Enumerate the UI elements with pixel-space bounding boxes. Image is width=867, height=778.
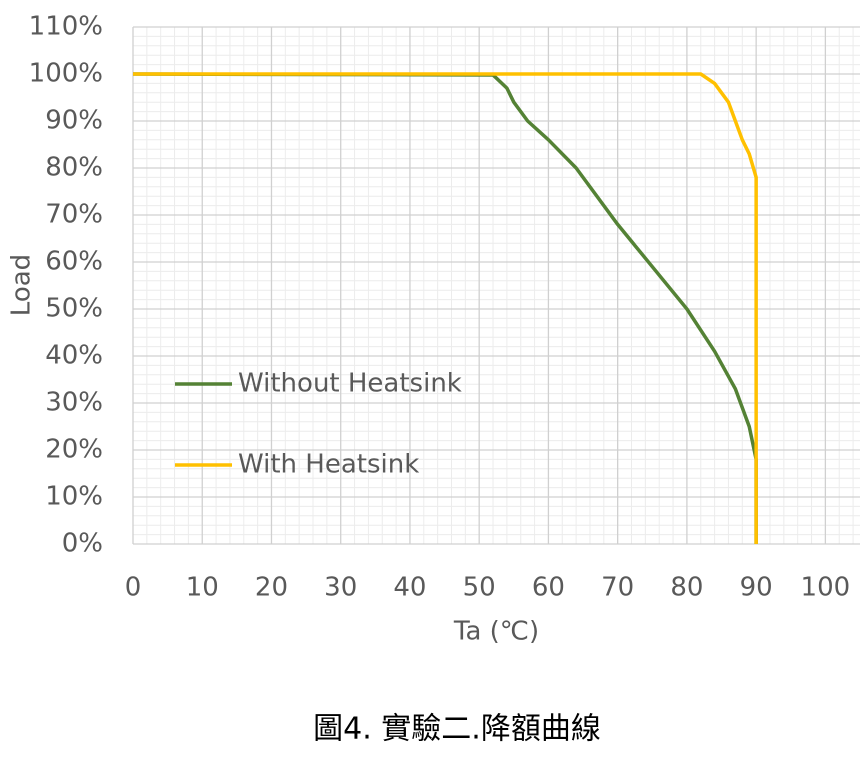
- y-tick-label: 100%: [29, 59, 103, 89]
- x-axis-label: Ta (℃): [453, 617, 539, 647]
- x-tick-label: 70: [601, 573, 634, 603]
- y-tick-label: 80%: [45, 153, 103, 183]
- y-tick-label: 90%: [45, 106, 103, 136]
- x-tick-label: 0: [125, 573, 142, 603]
- y-tick-label: 110%: [29, 12, 103, 42]
- legend-label: Without Heatsink: [238, 369, 462, 399]
- y-tick-label: 60%: [45, 247, 103, 277]
- data-line: [133, 72, 758, 544]
- x-tick-label: 40: [393, 573, 426, 603]
- y-tick-label: 0%: [62, 529, 103, 559]
- x-tick-label: 100: [801, 573, 851, 603]
- x-tick-label: 80: [670, 573, 703, 603]
- y-tick-label: 40%: [45, 341, 103, 371]
- y-tick-label: 20%: [45, 435, 103, 465]
- y-tick-label: 70%: [45, 200, 103, 230]
- y-tick-label: 10%: [45, 482, 103, 512]
- plot: 0 10 20 30 40 50 60 70 80 90 100 0% 10% 20% 30% 40% 50% 6…: [29, 12, 860, 603]
- caption: 圖4. 實驗二.降額曲線: [313, 712, 601, 747]
- x-tick-label: 60: [532, 573, 565, 603]
- x-tick-label: 30: [324, 573, 357, 603]
- legend-label: With Heatsink: [238, 450, 419, 480]
- data-line: [132, 72, 758, 544]
- x-tick-label: 50: [463, 573, 496, 603]
- x-tick-label: 20: [255, 573, 288, 603]
- y-tick-label: 30%: [45, 388, 103, 418]
- y-axis-label: Load: [7, 254, 37, 316]
- x-tick-label: 10: [186, 573, 219, 603]
- x-tick-label: 90: [740, 573, 773, 603]
- y-tick-label: 50%: [45, 294, 103, 324]
